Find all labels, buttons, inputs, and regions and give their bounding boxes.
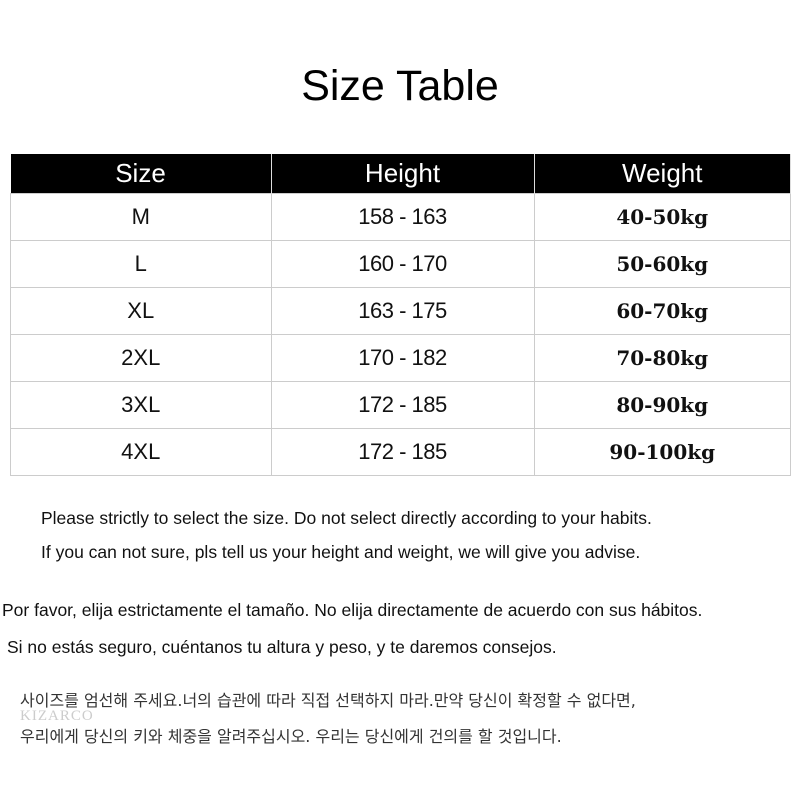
header-height: Height [271, 154, 535, 194]
size-cell: 2XL [10, 334, 272, 382]
size-cell: 4XL [10, 428, 272, 476]
table-row: M 158 - 163 40-50kg [10, 193, 791, 241]
size-cell: L [10, 240, 272, 288]
size-table: Size Height Weight M 158 - 163 40-50kg L 160… [10, 154, 791, 476]
note-es-2: Si no estás seguro, cuéntanos tu altura … [7, 637, 557, 657]
table-row: 2XL 170 - 182 70-80kg [10, 334, 791, 382]
note-ko-1: 사이즈를 엄선해 주세요.너의 습관에 따라 직접 선택하지 마라.만약 당신이… [20, 691, 636, 710]
weight-cell: 40-50kg [533, 193, 791, 241]
height-cell: 170 - 182 [270, 334, 535, 382]
weight-cell: 50-60kg [533, 240, 791, 288]
note-ko-2: 우리에게 당신의 키와 체중을 알려주십시오. 우리는 당신에게 건의를 할 것… [20, 727, 562, 746]
height-cell: 172 - 185 [270, 428, 535, 476]
height-cell: 160 - 170 [270, 240, 535, 288]
note-en-1: Please strictly to select the size. Do n… [41, 508, 652, 528]
height-cell: 158 - 163 [270, 193, 535, 241]
table-header: Size Height Weight [10, 154, 791, 194]
weight-cell: 90-100kg [533, 428, 791, 476]
page-title: Size Table [301, 62, 499, 110]
watermark: KIZARCO [20, 708, 94, 724]
table-row: 3XL 172 - 185 80-90kg [10, 381, 791, 429]
note-es-1: Por favor, elija estrictamente el tamaño… [2, 600, 703, 620]
size-cell: M [10, 193, 272, 241]
header-weight: Weight [534, 154, 791, 194]
size-cell: 3XL [10, 381, 272, 429]
note-en-2: If you can not sure, pls tell us your he… [41, 542, 641, 562]
weight-cell: 80-90kg [533, 381, 791, 429]
height-cell: 172 - 185 [270, 381, 535, 429]
weight-cell: 60-70kg [533, 287, 791, 335]
height-cell: 163 - 175 [270, 287, 535, 335]
weight-cell: 70-80kg [533, 334, 791, 382]
header-size: Size [10, 154, 272, 194]
table-row: XL 163 - 175 60-70kg [10, 287, 791, 335]
size-cell: XL [10, 287, 272, 335]
table-row: L 160 - 170 50-60kg [10, 240, 791, 288]
table-row: 4XL 172 - 185 90-100kg [10, 428, 791, 476]
